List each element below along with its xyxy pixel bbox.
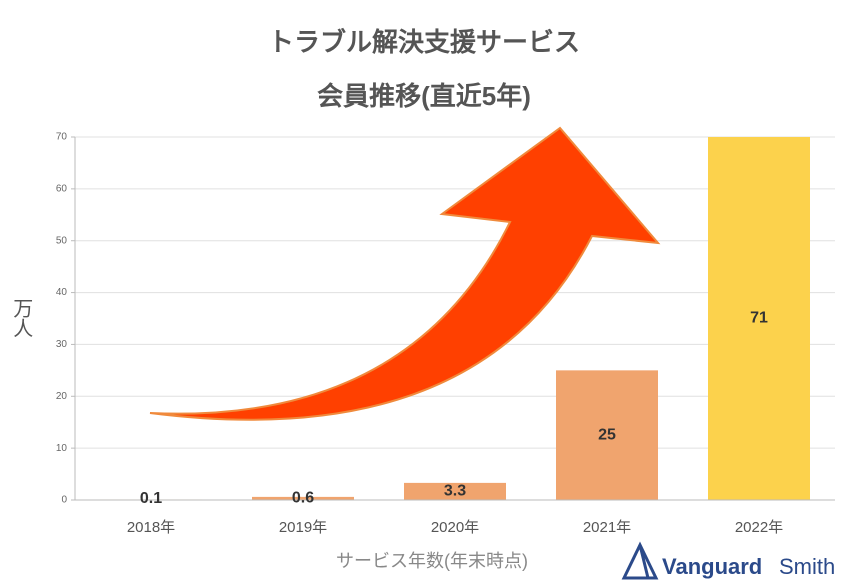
x-tick-label: 2021年 [583,519,631,536]
chart-subtitle: 会員推移(直近5年) [317,81,531,111]
bar [708,137,810,501]
x-axis-label: サービス年数(年末時点) [336,551,528,571]
value-label: 25 [598,426,616,443]
x-tick-label: 2022年 [735,519,783,536]
y-tick-label: 10 [56,443,68,454]
y-tick-label: 50 [56,235,68,246]
x-tick-label: 2020年 [431,519,479,536]
value-label: 0.6 [292,490,314,507]
chart-title: トラブル解決支援サービス [268,27,580,57]
y-tick-label: 20 [56,391,68,402]
logo-text: Smith [779,554,835,579]
y-tick-label: 40 [56,287,68,298]
y-axis-label: 万人 [10,298,33,338]
bar [404,482,506,500]
logo-mark [621,541,659,580]
value-label: 0.1 [140,490,162,507]
y-tick-label: 30 [56,339,68,350]
y-tick-label: 70 [56,132,68,143]
y-tick-label: 60 [56,183,68,194]
logo-text: Vanguard [662,554,762,579]
x-tick-label: 2018年 [127,519,175,536]
growth-arrow [149,126,661,421]
bar [556,370,658,500]
x-tick-label: 2019年 [279,519,327,536]
bar [252,496,354,500]
y-tick-label: 0 [61,495,67,506]
logo: Vanguard Smith [621,541,835,580]
value-label: 3.3 [444,483,466,500]
value-label: 71 [750,310,768,327]
plot-area [100,137,810,501]
